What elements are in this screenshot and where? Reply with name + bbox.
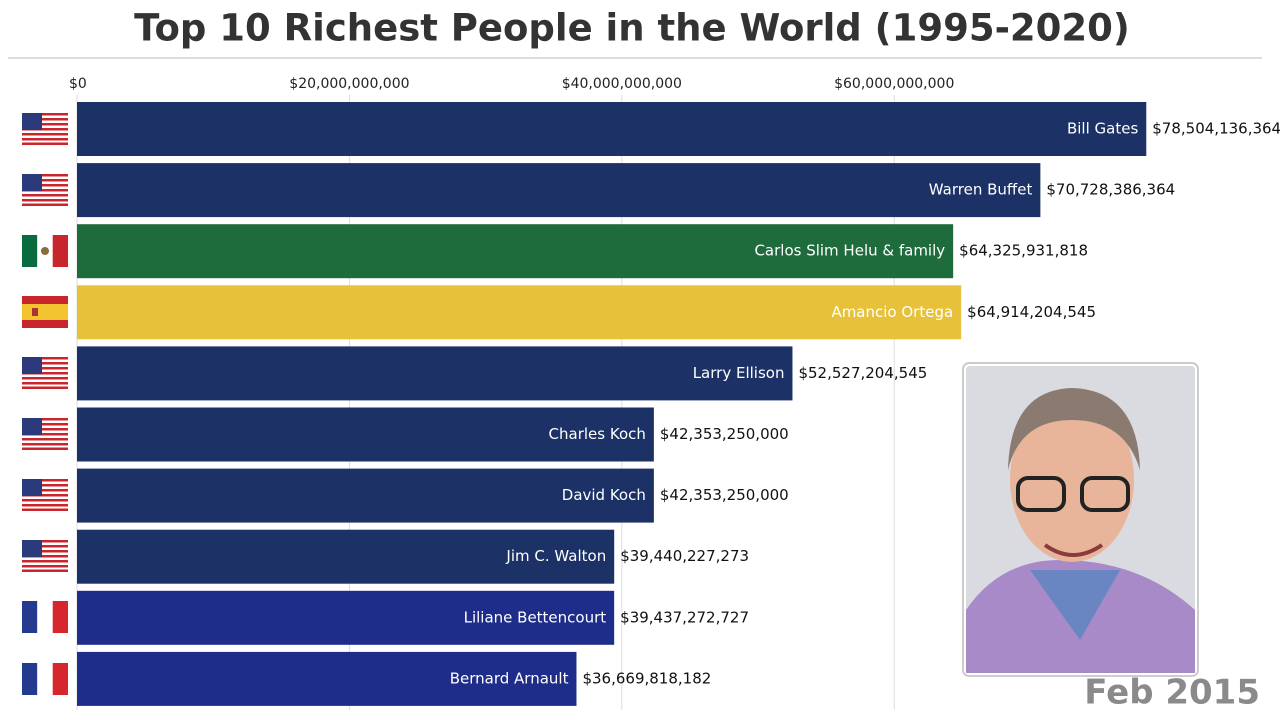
photo-smile: [1043, 543, 1104, 557]
bar: [77, 590, 615, 645]
bar-name-label: Bernard Arnault: [450, 669, 569, 687]
flag: [22, 479, 68, 511]
value-label: $64,325,931,818: [959, 242, 1088, 260]
value-label: $52,527,204,545: [798, 364, 927, 382]
bar: [77, 224, 954, 279]
bar: [77, 163, 1041, 218]
bar-name-label: David Koch: [562, 486, 646, 504]
flag: [22, 663, 68, 695]
flag: [22, 113, 68, 145]
flag: [22, 418, 68, 450]
photo-glasses: [1016, 476, 1066, 512]
x-tick-label: $20,000,000,000: [289, 76, 409, 92]
x-tick-label: $40,000,000,000: [562, 76, 682, 92]
date-label: Feb 2015: [1084, 673, 1260, 713]
portrait: [962, 362, 1199, 677]
bar-name-label: Liliane Bettencourt: [464, 608, 607, 626]
photo-collar: [1030, 570, 1120, 640]
flag: [22, 540, 68, 572]
bar-name-label: Larry Ellison: [693, 364, 785, 382]
value-label: $42,353,250,000: [660, 486, 789, 504]
flag: [22, 601, 68, 633]
value-label: $39,440,227,273: [620, 547, 749, 565]
photo-hair: [1008, 388, 1140, 470]
bar: [77, 407, 654, 462]
bar-name-label: Charles Koch: [549, 425, 646, 443]
value-label: $64,914,204,545: [967, 303, 1096, 321]
value-label: $36,669,818,182: [582, 669, 711, 687]
flag: [22, 235, 68, 267]
flag: [22, 174, 68, 206]
flag: [22, 357, 68, 389]
photo-glasses: [1080, 476, 1130, 512]
bar: [77, 102, 1147, 156]
plot: $0 $20,000,000,000 $40,000,000,000 $60,000,…: [69, 76, 1280, 710]
bar: [77, 346, 793, 401]
value-label: $70,728,386,364: [1046, 181, 1175, 199]
bar-name-label: Carlos Slim Helu & family: [754, 242, 945, 260]
value-label: $42,353,250,000: [660, 425, 789, 443]
chart-title: Top 10 Richest People in the World (1995…: [134, 7, 1130, 50]
flag: [22, 296, 68, 328]
bar: [77, 285, 962, 340]
photo-face: [1010, 398, 1134, 562]
x-tick-label: $60,000,000,000: [834, 76, 954, 92]
value-label: $78,504,136,364: [1152, 120, 1280, 138]
bar-name-label: Amancio Ortega: [831, 303, 953, 321]
bar-name-label: Bill Gates: [1067, 120, 1138, 138]
bar: [77, 468, 654, 523]
x-tick-label: $0: [69, 76, 87, 92]
value-label: $39,437,272,727: [620, 608, 749, 626]
flags: [22, 113, 68, 695]
bar: [77, 529, 615, 584]
bar-name-label: Warren Buffet: [929, 181, 1033, 199]
bar-name-label: Jim C. Walton: [505, 547, 606, 565]
bar: [77, 651, 577, 706]
